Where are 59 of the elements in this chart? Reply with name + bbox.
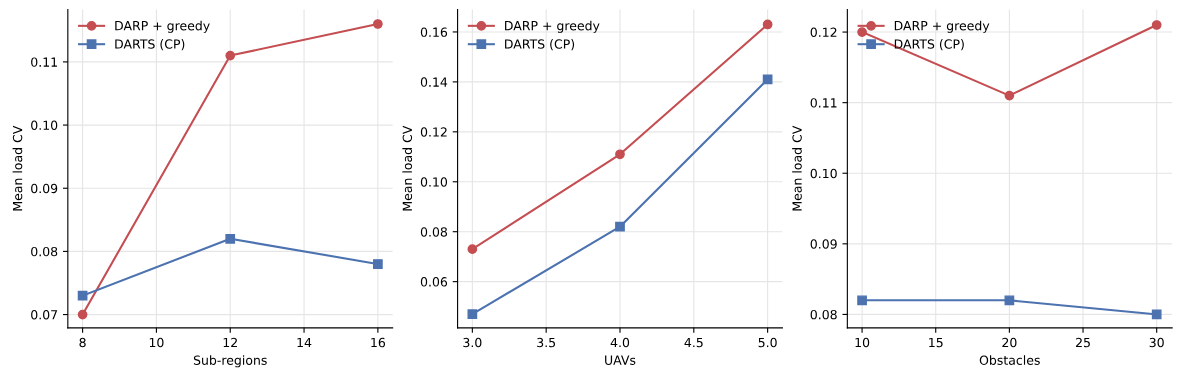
point <box>467 309 478 319</box>
point <box>857 27 867 37</box>
point <box>1004 295 1015 306</box>
legend-label: DARTS (CP) <box>115 39 185 51</box>
x-axis-title: Sub-regions <box>193 355 267 368</box>
point <box>373 19 383 29</box>
y-axis-title: Mean load CV <box>792 125 802 211</box>
legend-label: DARTS (CP) <box>505 39 575 51</box>
y-tick-label: 0.10 <box>420 177 448 187</box>
y-tick-label: 0.12 <box>420 127 447 137</box>
point <box>467 244 478 255</box>
y-tick-label: 0.08 <box>810 309 837 320</box>
y-tick-label: 0.07 <box>31 310 58 320</box>
y-tick-label: 0.11 <box>810 98 837 108</box>
point <box>1151 309 1162 320</box>
x-tick-label: 16 <box>371 337 386 348</box>
y-tick-label: 0.06 <box>420 277 448 287</box>
point <box>857 295 867 306</box>
x-tick-label: 4.5 <box>684 337 703 348</box>
point <box>373 259 383 269</box>
point <box>1004 90 1015 101</box>
legend-label: DARTS (CP) <box>894 39 964 51</box>
x-tick-label: 25 <box>1076 337 1090 348</box>
x-tick-label: 3.5 <box>537 337 556 348</box>
legend-label: DARP + greedy <box>115 20 210 33</box>
x-tick-label: 14 <box>297 337 312 348</box>
y-tick-label: 0.10 <box>31 120 58 130</box>
x-tick-label: 5.0 <box>758 337 777 348</box>
point <box>225 50 236 61</box>
y-tick-label: 0.08 <box>31 246 58 257</box>
point <box>77 309 88 320</box>
x-tick-label: 30 <box>1149 337 1164 348</box>
legend-label: DARP + greedy <box>505 20 600 33</box>
point <box>762 19 773 30</box>
x-tick-label: 12 <box>223 337 237 348</box>
x-tick-label: 15 <box>929 337 943 348</box>
point <box>615 149 625 160</box>
x-tick-label: 10 <box>149 337 164 348</box>
y-tick-label: 0.14 <box>420 77 448 87</box>
x-axis-title: Obstacles <box>979 355 1040 365</box>
x-tick-label: 4.0 <box>610 337 630 348</box>
y-tick-label: 0.09 <box>31 183 58 194</box>
legend-label: DARP + greedy <box>894 20 990 33</box>
point <box>615 221 625 232</box>
x-tick-label: 3.0 <box>463 337 482 348</box>
y-tick-label: 0.11 <box>31 57 57 67</box>
x-axis-title: UAVs <box>605 355 636 365</box>
x-tick-label: 8 <box>79 337 86 348</box>
y-axis-title: Mean load CV <box>402 125 413 211</box>
y-tick-label: 0.16 <box>420 27 448 37</box>
point <box>225 233 236 244</box>
point <box>1151 20 1162 30</box>
y-tick-label: 0.09 <box>810 239 837 249</box>
x-tick-label: 10 <box>855 337 870 348</box>
y-tick-label: 0.10 <box>810 168 837 179</box>
x-tick-label: 20 <box>1002 337 1017 348</box>
y-tick-label: 0.08 <box>420 227 448 237</box>
y-tick-label: 0.12 <box>810 27 837 37</box>
y-axis-title: Mean load CV <box>12 125 23 211</box>
